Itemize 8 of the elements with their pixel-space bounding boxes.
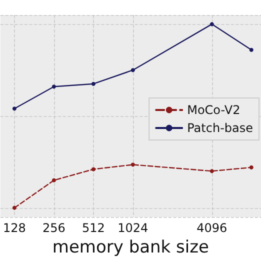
x-tick-label: 512: [82, 221, 105, 235]
x-tick-label: 4096: [196, 221, 228, 235]
legend-label: Patch-base: [187, 121, 254, 135]
x-axis-title: memory bank size: [52, 238, 210, 258]
legend-label: MoCo-V2: [187, 103, 240, 117]
x-tick-label: 128: [3, 221, 26, 235]
x-tick-label: 1024: [118, 221, 148, 235]
x-tick-label: 256: [42, 221, 66, 235]
